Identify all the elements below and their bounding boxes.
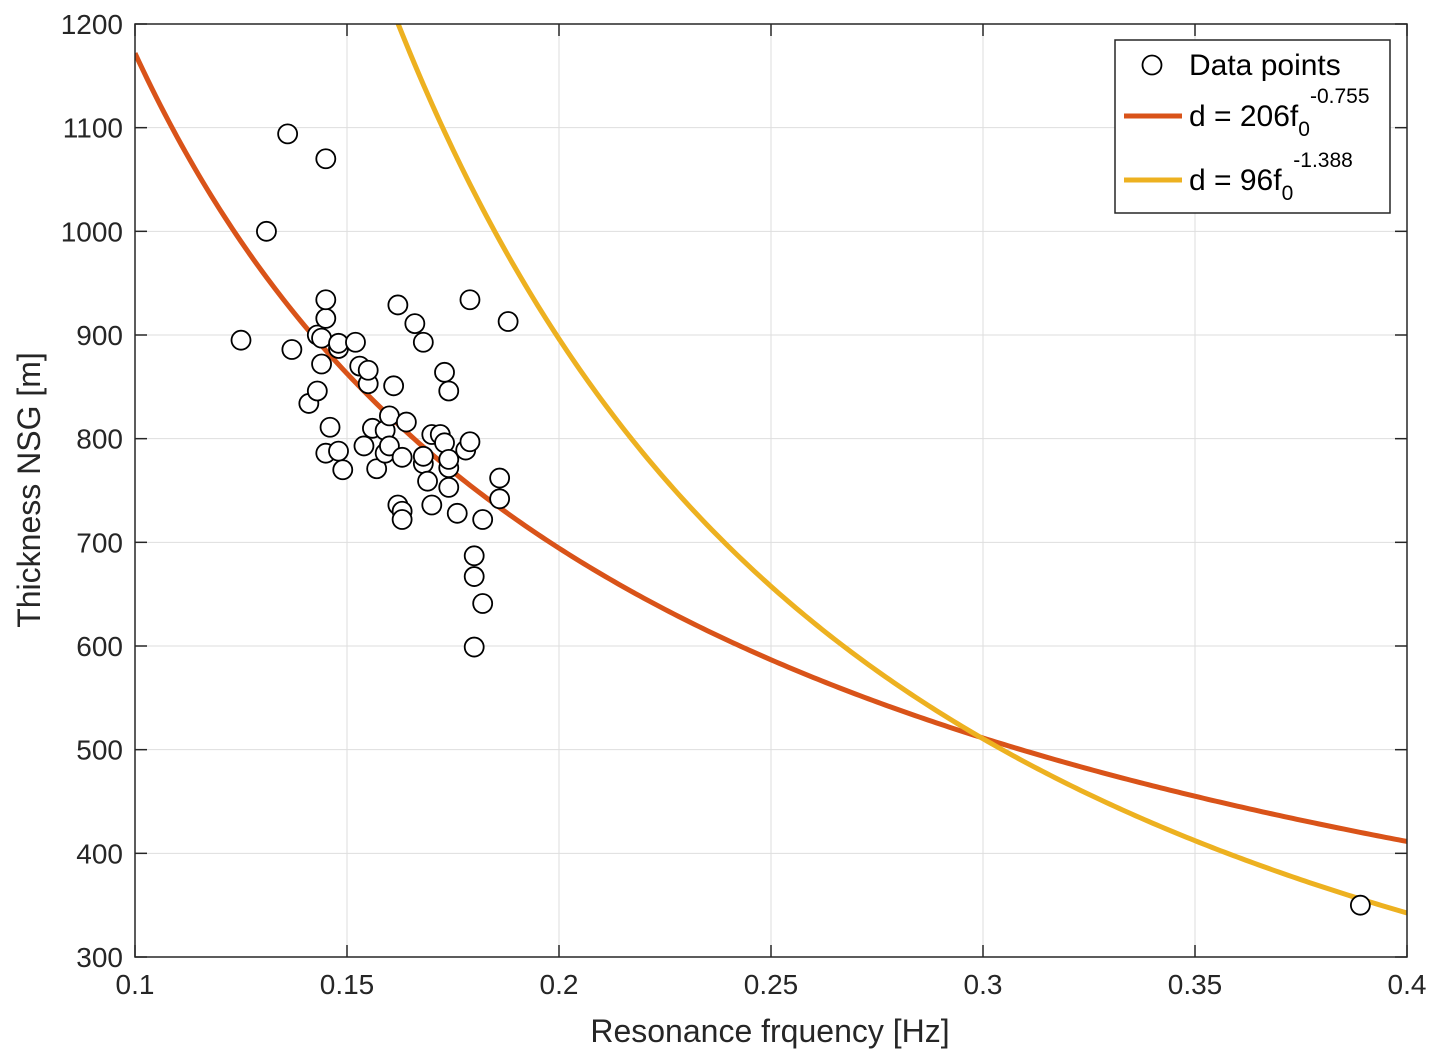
ticks: 0.1 0.15 0.2 0.25 0.3 0.35 0.4 300 400 500 600 700 8… [61, 9, 1427, 1000]
x-tick-label: 0.4 [1388, 969, 1427, 1000]
data-point [489, 488, 511, 510]
data-point [315, 148, 337, 170]
legend-label-power-fit-1: d = 206f0-0.755 [1189, 85, 1370, 141]
y-tick-label: 1000 [61, 216, 123, 247]
data-point [412, 445, 434, 467]
data-point [438, 448, 460, 470]
curves [135, 24, 1407, 916]
y-tick-label: 800 [76, 424, 123, 455]
data-point [472, 509, 494, 530]
data-point [315, 289, 337, 311]
data-point [366, 458, 388, 480]
x-tick-label: 0.2 [540, 969, 579, 1000]
data-point [315, 308, 337, 329]
data-point [306, 380, 328, 402]
y-tick-label: 900 [76, 320, 123, 351]
data-point [438, 380, 460, 402]
data-point [459, 289, 481, 311]
x-axis-label: Resonance frquency [Hz] [590, 1013, 949, 1049]
x-tick-label: 0.1 [116, 969, 155, 1000]
data-point [345, 331, 366, 353]
data-point [256, 220, 277, 242]
data-point [472, 593, 494, 614]
data-point [497, 311, 519, 332]
y-tick-label: 600 [76, 631, 123, 662]
data-point [459, 431, 481, 453]
data-point [446, 502, 468, 524]
data-point [383, 375, 405, 397]
legend-label-power-fit-2: d = 96f0-1.388 [1189, 149, 1353, 205]
y-tick-label: 700 [76, 527, 123, 558]
data-point [421, 494, 443, 516]
legend-label-data-points: Data points [1189, 49, 1341, 82]
y-tick-label: 1200 [61, 9, 123, 40]
data-point [319, 416, 341, 438]
x-tick-label: 0.35 [1168, 969, 1223, 1000]
data-point [281, 339, 303, 360]
data-point [395, 411, 417, 433]
legend-marker-data-points [1141, 54, 1163, 76]
data-point [353, 435, 375, 457]
y-axis-label: Thickness NSG [m] [11, 352, 47, 628]
x-tick-label: 0.15 [320, 969, 375, 1000]
power-fit-curve-1 [135, 52, 1407, 844]
data-point [434, 361, 455, 383]
data-point [1349, 894, 1371, 916]
x-tick-label: 0.3 [964, 969, 1003, 1000]
data-point [404, 313, 426, 335]
data-point [328, 440, 349, 462]
x-tick-label: 0.25 [744, 969, 799, 1000]
data-point [412, 331, 434, 353]
data-points [230, 123, 1371, 916]
data-point [311, 353, 332, 375]
y-tick-label: 500 [76, 735, 123, 766]
data-point [277, 123, 299, 145]
legend: Data points d = 206f0-0.755 d = 96f0-1.3… [1114, 39, 1391, 214]
y-tick-label: 1100 [63, 113, 123, 144]
data-point [438, 476, 460, 498]
data-point [391, 446, 413, 468]
power-fit-curve-2 [395, 24, 1407, 916]
data-point [463, 636, 485, 658]
data-point [417, 470, 438, 492]
y-tick-label: 400 [76, 838, 123, 869]
data-point [387, 294, 409, 316]
data-point [357, 359, 379, 381]
data-point [463, 566, 485, 587]
data-point [391, 509, 413, 530]
data-point [332, 459, 354, 481]
data-point [489, 467, 511, 489]
data-point [463, 545, 485, 567]
y-tick-label: 300 [76, 942, 123, 973]
data-point [230, 329, 252, 351]
data-point [311, 327, 332, 349]
